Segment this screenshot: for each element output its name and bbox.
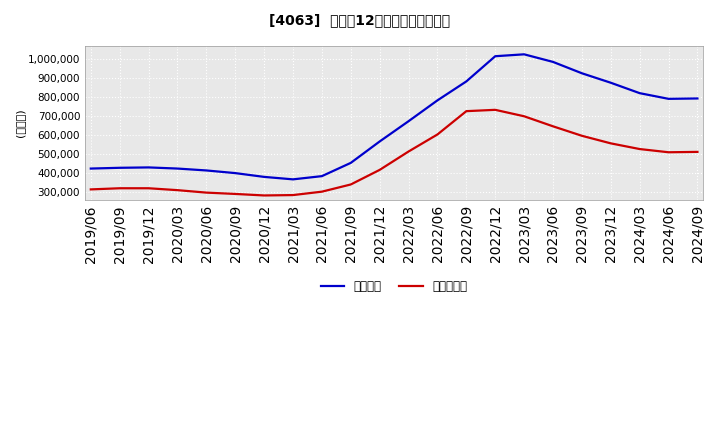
当期純利益 [144,186,153,191]
当期純利益 [260,193,269,198]
経常利益 [404,118,413,124]
当期純利益 [404,149,413,154]
当期純利益 [86,187,95,192]
当期純利益 [577,133,586,139]
経常利益 [635,91,644,96]
当期純利益 [665,150,673,155]
当期純利益 [549,124,557,129]
当期純利益 [231,191,240,197]
経常利益 [462,79,471,84]
経常利益 [520,51,528,57]
経常利益 [433,98,442,103]
経常利益 [577,71,586,76]
経常利益 [346,160,355,165]
当期純利益 [635,147,644,152]
経常利益 [665,96,673,102]
経常利益 [318,173,326,179]
当期純利益 [375,167,384,172]
当期純利益 [520,114,528,119]
当期純利益 [318,189,326,194]
経常利益 [231,170,240,176]
経常利益 [202,168,211,173]
経常利益 [549,59,557,65]
当期純利益 [433,132,442,137]
当期純利益 [289,192,297,198]
経常利益 [375,139,384,144]
当期純利益 [606,141,615,146]
経常利益 [606,80,615,85]
経常利益 [693,96,702,101]
当期純利益 [693,149,702,154]
経常利益 [260,174,269,180]
Y-axis label: (百万円): (百万円) [15,109,25,137]
当期純利益 [491,107,500,113]
Legend: 経常利益, 当期純利益: 経常利益, 当期純利益 [316,275,472,298]
Text: [4063]  利益だ12か月移動合計の推移: [4063] 利益だ12か月移動合計の推移 [269,13,451,27]
経常利益 [289,177,297,182]
経常利益 [491,54,500,59]
経常利益 [144,165,153,170]
当期純利益 [346,182,355,187]
当期純利益 [115,186,124,191]
経常利益 [115,165,124,170]
経常利益 [173,166,181,171]
Line: 当期純利益: 当期純利益 [91,110,698,195]
当期純利益 [462,109,471,114]
当期純利益 [173,187,181,193]
Line: 経常利益: 経常利益 [91,54,698,180]
経常利益 [86,166,95,171]
当期純利益 [202,190,211,195]
